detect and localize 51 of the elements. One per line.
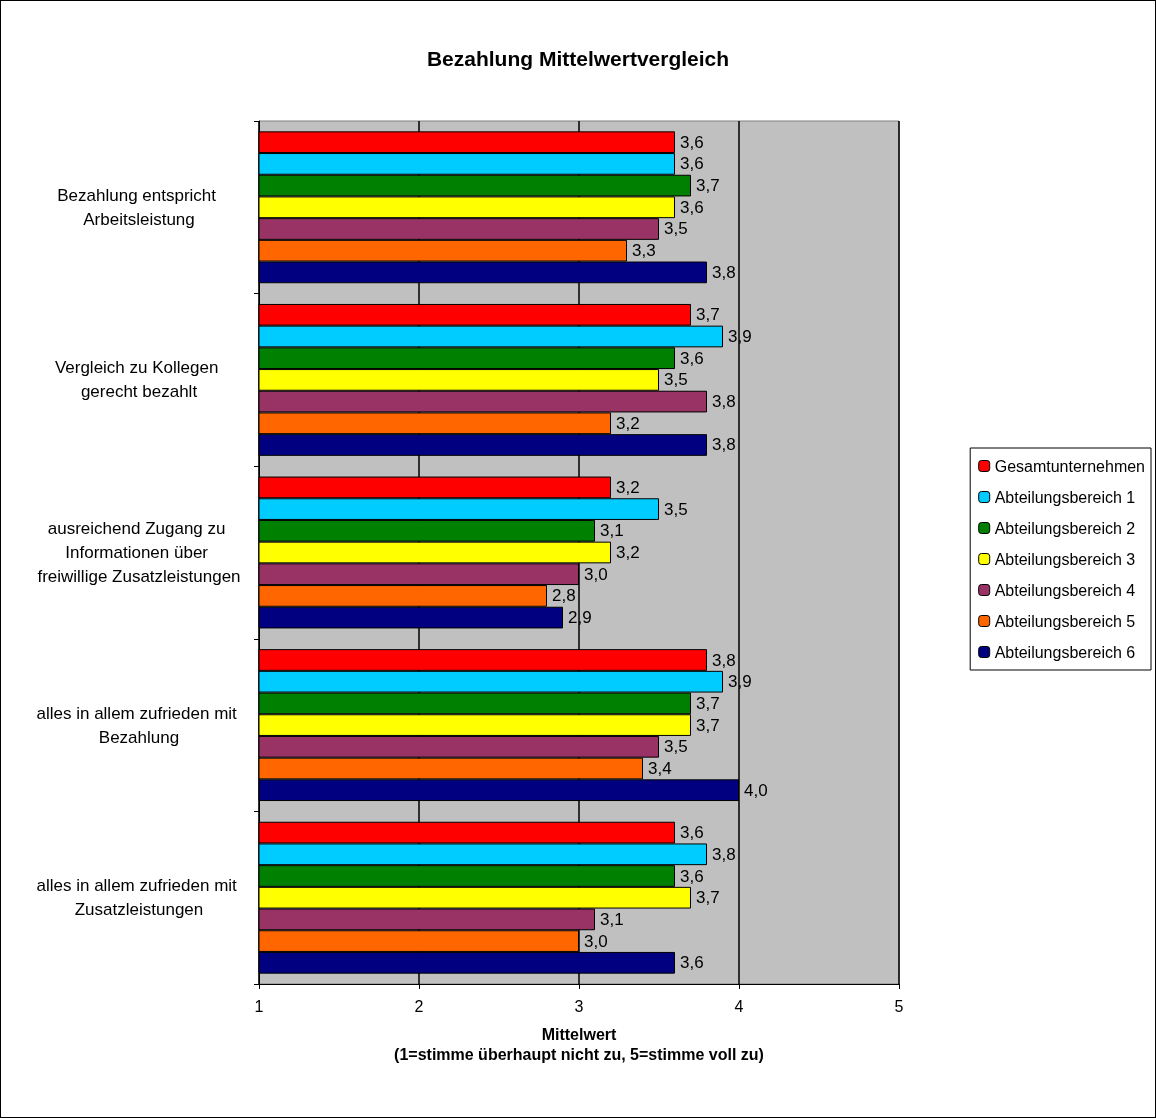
y-tick-label: Vergleich zu Kollegen gerecht bezahlt [54,358,224,402]
data-label: 3,7 [696,693,720,713]
x-tick-label: 3 [574,997,584,1015]
data-label: 3,2 [616,477,640,497]
y-tick-label: alles in allem zufrieden mit Zusatzleistungen [36,876,242,920]
data-label: 3,0 [584,564,608,584]
legend-label: Abteilungsbereich 2 [994,519,1136,537]
data-label: 3,5 [664,737,688,757]
legend-label: Abteilungsbereich 3 [994,550,1136,568]
x-tick-label: 5 [894,997,904,1015]
data-label: 3,6 [680,866,704,886]
data-label: 3,8 [712,435,736,455]
legend-label: Gesamtunternehmen [994,457,1146,475]
data-label: 3,5 [664,499,688,519]
x-tick-label: 4 [734,997,744,1015]
data-label: 3,7 [696,176,720,196]
y-tick-label: alles in allem zufrieden mit Bezahlung [36,703,242,747]
legend-label: Abteilungsbereich 6 [994,643,1136,661]
data-label: 3,7 [696,888,720,908]
data-label: 3,5 [664,370,688,390]
data-label: 2,8 [552,586,576,606]
data-label: 3,8 [712,262,736,282]
data-label: 3,6 [680,953,704,973]
data-label: 3,3 [632,241,656,261]
data-label: 3,0 [584,931,608,951]
data-label: 3,8 [712,650,736,670]
data-label: 3,8 [712,392,736,412]
data-label: 3,7 [696,305,720,325]
legend-label: Abteilungsbereich 1 [994,488,1136,506]
data-label: 3,6 [680,348,704,368]
chart-title: Bezahlung Mittelwertvergleich [426,47,730,70]
data-label: 3,7 [696,715,720,735]
x-tick-label: 1 [254,997,264,1015]
x-tick-label: 2 [414,997,424,1015]
y-tick-label: Bezahlung entspricht Arbeitsleistung [57,185,221,229]
data-label: 3,6 [680,197,704,217]
data-label: 3,1 [600,521,624,541]
data-label: 3,1 [600,909,624,929]
data-label: 3,2 [616,543,640,562]
data-label: 3,6 [680,154,704,174]
data-label: 3,2 [616,413,640,433]
y-tick-label: ausreichend Zugang zu Informationen über freiwillige Zusatzleistungen [37,519,241,586]
data-label: 4,0 [744,780,768,800]
legend-label: Abteilungsbereich 4 [994,581,1136,599]
data-label: 3,6 [680,132,704,152]
data-label: 3,6 [680,823,704,843]
legend-label: Abteilungsbereich 5 [994,612,1136,630]
data-label: 3,5 [664,219,688,239]
data-label: 3,8 [712,844,736,864]
data-label: 3,4 [648,759,672,778]
x-axis-title: Mittelwert (1=stimme überhaupt nicht zu, 5=stimme voll zu) [394,1025,764,1063]
